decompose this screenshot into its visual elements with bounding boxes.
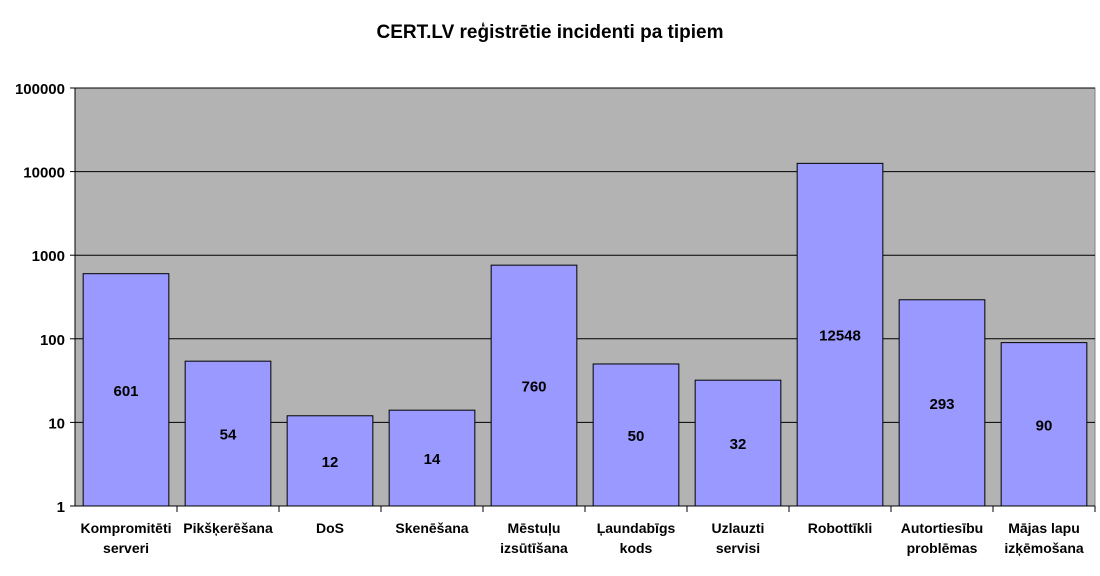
bar <box>286 415 374 507</box>
data-label: 32 <box>730 436 747 453</box>
x-tick-label: izķēmošana <box>1004 540 1084 556</box>
y-tick-label: 10 <box>48 415 65 432</box>
x-tick-label: Mājas lapu <box>1008 520 1080 536</box>
x-tick-label: izsūtīšana <box>500 540 568 556</box>
x-tick-label: Mēstuļu <box>508 520 561 536</box>
y-tick-label: 1000 <box>32 248 65 265</box>
x-tick-label: Ļaundabīgs <box>597 520 676 536</box>
data-label: 293 <box>929 396 954 413</box>
y-tick-label: 100 <box>40 332 65 349</box>
data-label: 14 <box>424 451 441 468</box>
bar <box>796 162 884 507</box>
bar <box>490 264 578 507</box>
y-tick-label: 10000 <box>23 165 65 182</box>
data-label: 90 <box>1036 417 1053 434</box>
bar <box>592 363 680 507</box>
data-label: 12 <box>322 454 339 471</box>
data-label: 760 <box>521 379 546 396</box>
x-tick-label: servisi <box>716 540 760 556</box>
bar <box>1000 342 1088 507</box>
x-tick-label: problēmas <box>907 540 978 556</box>
data-label: 54 <box>220 427 237 444</box>
bar <box>184 360 272 507</box>
y-tick-label: 100000 <box>15 81 65 98</box>
x-tick-label: Skenēšana <box>395 520 468 536</box>
x-tick-label: Autortiesību <box>901 520 983 536</box>
bar <box>82 273 170 507</box>
chart-title: CERT.LV reģistrētie incidenti pa tipiem <box>376 22 724 43</box>
x-tick-label: kods <box>620 540 653 556</box>
x-tick-label: serveri <box>103 540 149 556</box>
bar <box>694 379 782 507</box>
data-label: 601 <box>113 383 138 400</box>
bar <box>388 409 476 507</box>
x-tick-label: DoS <box>316 520 344 536</box>
y-tick-label: 1 <box>57 499 65 516</box>
bar <box>898 299 986 507</box>
data-label: 50 <box>628 428 645 445</box>
x-tick-label: Kompromitēti <box>81 520 172 536</box>
x-tick-label: Uzlauzti <box>712 520 765 536</box>
data-label: 12548 <box>819 328 861 345</box>
x-tick-label: Pikšķerēšana <box>183 520 273 536</box>
x-tick-label: Robottīkli <box>808 520 873 536</box>
